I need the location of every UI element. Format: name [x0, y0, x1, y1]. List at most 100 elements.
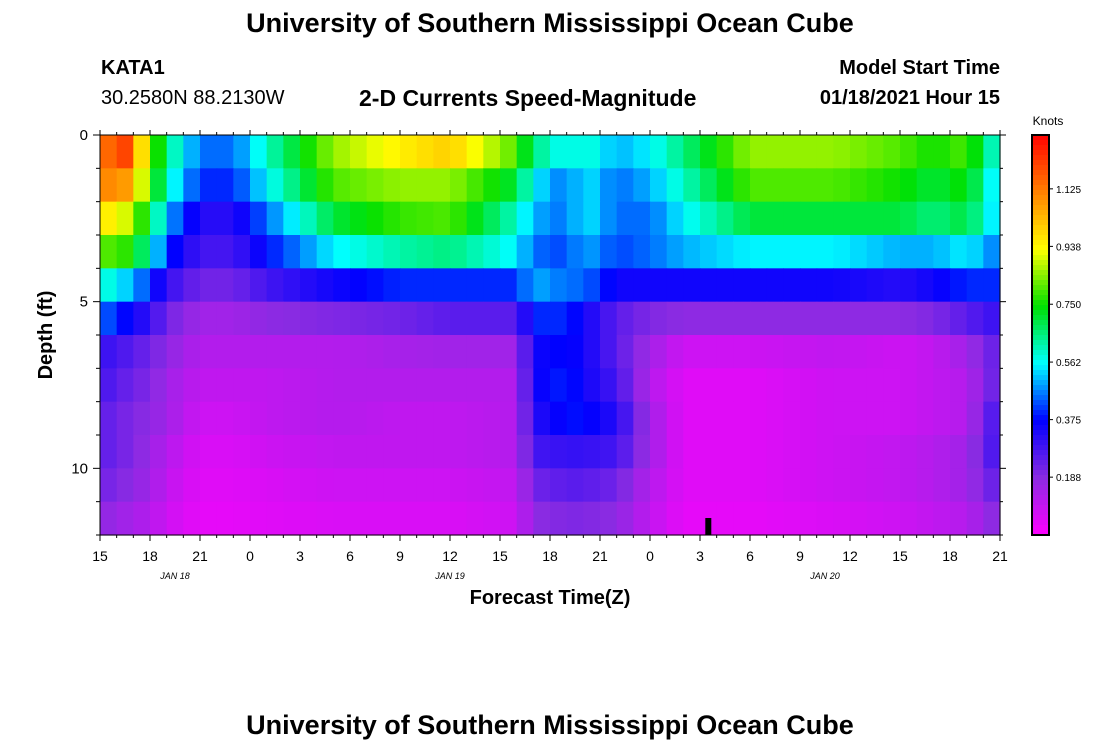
heatmap-cell — [533, 168, 551, 203]
heatmap-cell — [200, 301, 218, 336]
heatmap-cell — [666, 435, 684, 469]
heatmap-cell — [550, 468, 568, 503]
heatmap-cell — [500, 235, 518, 269]
heatmap-cell — [266, 268, 284, 303]
heatmap-cell — [583, 401, 601, 436]
colorbar-swatch — [1032, 455, 1049, 461]
colorbar-swatch — [1032, 275, 1049, 281]
heatmap-cell — [183, 501, 201, 536]
heatmap-cell — [933, 268, 951, 303]
heatmap-cell — [583, 268, 601, 303]
heatmap-cell — [750, 468, 768, 503]
heatmap-cell — [550, 501, 568, 536]
heatmap-cell — [166, 468, 184, 503]
heatmap-cell — [833, 168, 851, 203]
heatmap-cell — [866, 435, 884, 469]
heatmap-cell — [133, 501, 151, 536]
heatmap-cell — [483, 468, 501, 503]
heatmap-cell — [750, 501, 768, 536]
heatmap-cell — [966, 235, 984, 269]
heatmap-cell — [216, 468, 234, 503]
heatmap-cell — [316, 168, 334, 203]
heatmap-cell — [616, 501, 634, 536]
heatmap-cell — [150, 168, 168, 203]
colorbar-swatch — [1032, 415, 1049, 421]
heatmap-cell — [800, 268, 818, 303]
heatmap-cell — [966, 268, 984, 303]
heatmap-cell — [350, 235, 368, 269]
heatmap-cell — [600, 201, 618, 236]
heatmap-cell — [316, 468, 334, 503]
heatmap-cell — [316, 368, 334, 403]
heatmap-cell — [683, 201, 701, 236]
heatmap-cell — [133, 135, 151, 169]
heatmap-cell — [766, 268, 784, 303]
heatmap-cell — [166, 168, 184, 203]
heatmap-cell — [366, 468, 384, 503]
heatmap-cell — [616, 168, 634, 203]
colorbar-swatch — [1032, 210, 1049, 216]
heatmap-cell — [666, 468, 684, 503]
heatmap-cell — [183, 135, 201, 169]
heatmap-cell — [716, 301, 734, 336]
heatmap-cell — [416, 368, 434, 403]
heatmap-cell — [200, 401, 218, 436]
heatmap-cell — [250, 201, 268, 236]
heatmap-cell — [983, 468, 1001, 503]
heatmap-cell — [216, 335, 234, 369]
heatmap-cell — [650, 201, 668, 236]
heatmap-cell — [500, 501, 518, 536]
heatmap-cell — [850, 235, 868, 269]
heatmap-cell — [866, 235, 884, 269]
heatmap-cell — [533, 368, 551, 403]
colorbar-swatch — [1032, 515, 1049, 521]
heatmap-cell — [600, 335, 618, 369]
colorbar-tick-label: 1.125 — [1056, 185, 1081, 196]
heatmap-cell — [150, 201, 168, 236]
heatmap-cell — [783, 268, 801, 303]
heatmap-cell — [916, 501, 934, 536]
colorbar-swatch — [1032, 530, 1049, 536]
heatmap-cell — [233, 168, 251, 203]
heatmap-cell — [350, 401, 368, 436]
heatmap-cell — [233, 301, 251, 336]
colorbar-swatch — [1032, 265, 1049, 271]
heatmap-cell — [883, 501, 901, 536]
heatmap-cell — [783, 401, 801, 436]
date-label: JAN 19 — [434, 571, 465, 581]
heatmap-cell — [883, 268, 901, 303]
colorbar-label: Knots — [1033, 114, 1064, 128]
colorbar-swatch — [1032, 450, 1049, 456]
heatmap-cell — [600, 235, 618, 269]
heatmap-cell — [383, 435, 401, 469]
heatmap-cell — [600, 168, 618, 203]
heatmap-cell — [516, 168, 534, 203]
heatmap-cell — [983, 335, 1001, 369]
heatmap-cell — [233, 335, 251, 369]
colorbar-swatch — [1032, 390, 1049, 396]
heatmap-cell — [300, 301, 318, 336]
x-tick-label: 3 — [296, 548, 304, 564]
heatmap-cell — [416, 435, 434, 469]
heatmap-cell — [266, 335, 284, 369]
heatmap-cell — [633, 368, 651, 403]
heatmap-cell — [950, 468, 968, 503]
colorbar-swatch — [1032, 155, 1049, 161]
heatmap-cell — [333, 501, 351, 536]
heatmap-cell — [966, 468, 984, 503]
heatmap-cell — [800, 168, 818, 203]
heatmap-cell — [233, 435, 251, 469]
heatmap-cell — [800, 501, 818, 536]
heatmap-cell — [950, 435, 968, 469]
x-tick-label: 21 — [592, 548, 608, 564]
colorbar-swatch — [1032, 240, 1049, 246]
heatmap-cell — [200, 335, 218, 369]
heatmap-cell — [783, 235, 801, 269]
heatmap-cell — [600, 268, 618, 303]
heatmap-cell — [466, 201, 484, 236]
heatmap-cell — [450, 468, 468, 503]
heatmap-cell — [266, 468, 284, 503]
heatmap-cell — [466, 501, 484, 536]
colorbar-swatch — [1032, 440, 1049, 446]
footer-title: University of Southern Mississippi Ocean… — [246, 710, 854, 740]
